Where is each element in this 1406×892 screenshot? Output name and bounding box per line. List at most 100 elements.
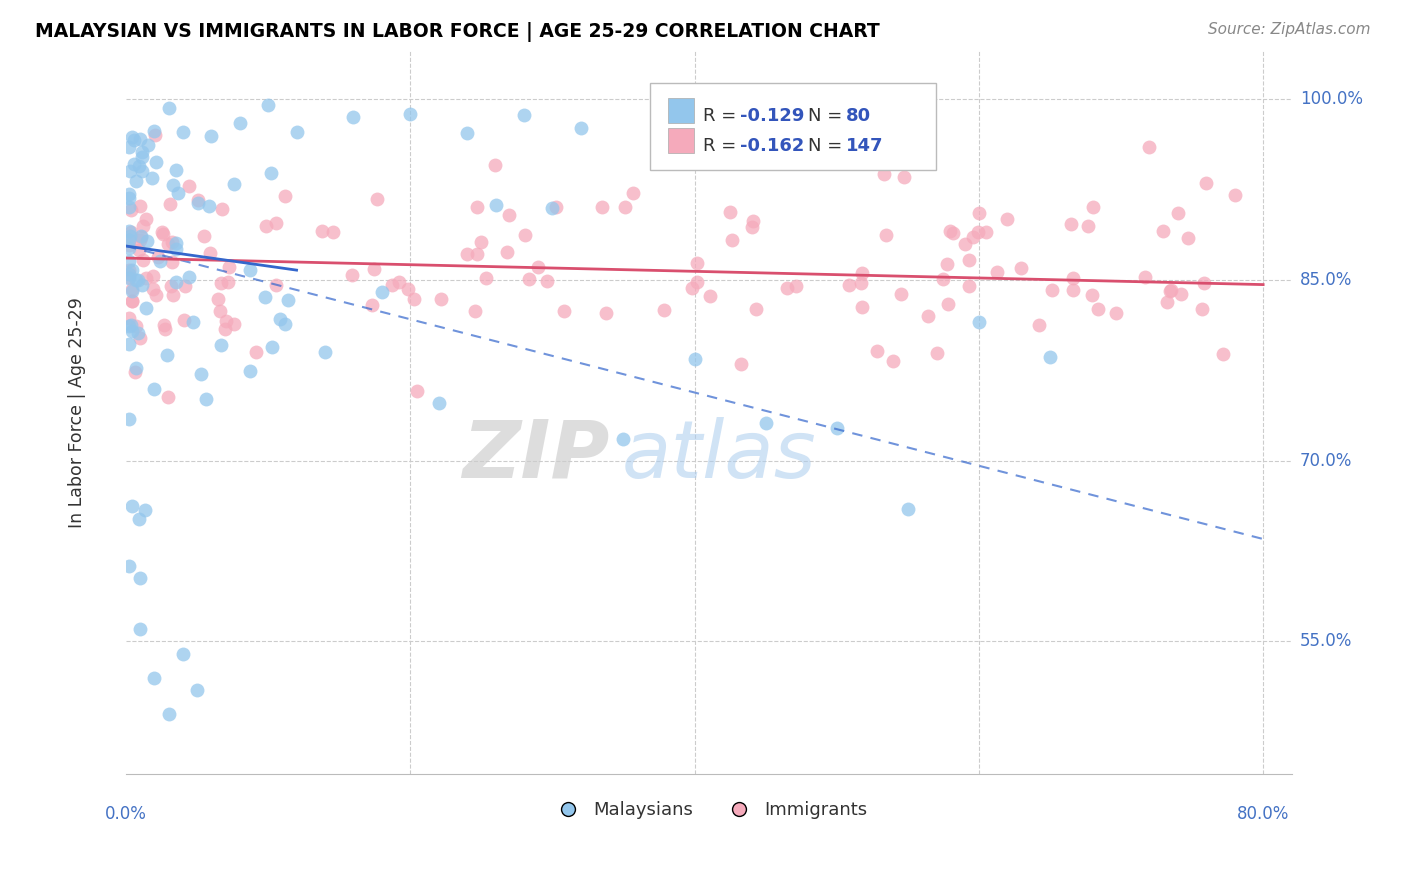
- Point: [527, 260, 550, 275]
- Point: [1167, 206, 1189, 220]
- Point: [399, 106, 422, 120]
- Point: [214, 322, 236, 336]
- Point: [266, 216, 288, 230]
- Point: [553, 304, 575, 318]
- Point: [890, 286, 912, 301]
- Text: 85.0%: 85.0%: [1301, 271, 1353, 289]
- Point: [591, 200, 613, 214]
- Point: [277, 293, 299, 307]
- Point: [484, 159, 506, 173]
- Point: [498, 208, 520, 222]
- Point: [314, 345, 336, 359]
- Point: [127, 273, 149, 287]
- Point: [1081, 201, 1104, 215]
- Point: [256, 219, 278, 234]
- Point: [134, 502, 156, 516]
- Point: [187, 193, 209, 207]
- Point: [157, 706, 180, 721]
- Point: [118, 319, 141, 334]
- Point: [143, 128, 166, 142]
- Point: [217, 275, 239, 289]
- Point: [186, 682, 208, 697]
- Point: [125, 174, 148, 188]
- FancyBboxPatch shape: [668, 128, 693, 153]
- Point: [153, 322, 176, 336]
- Point: [193, 229, 215, 244]
- Point: [190, 367, 212, 381]
- Point: [145, 155, 167, 169]
- Point: [1040, 283, 1063, 297]
- Point: [942, 226, 965, 240]
- Point: [131, 277, 153, 292]
- Point: [1195, 177, 1218, 191]
- Point: [165, 163, 187, 178]
- Point: [129, 623, 152, 637]
- Point: [974, 226, 997, 240]
- Text: R =: R =: [703, 107, 742, 125]
- Point: [215, 314, 238, 328]
- Text: N =: N =: [808, 137, 848, 155]
- Point: [612, 432, 634, 446]
- Point: [962, 230, 984, 244]
- Point: [142, 282, 165, 296]
- Text: 100.0%: 100.0%: [1301, 90, 1362, 108]
- Point: [897, 502, 920, 516]
- Point: [536, 274, 558, 288]
- Point: [172, 647, 194, 661]
- Point: [388, 275, 411, 289]
- Point: [121, 293, 143, 308]
- Point: [122, 157, 145, 171]
- Point: [118, 191, 141, 205]
- Point: [187, 196, 209, 211]
- Point: [741, 219, 763, 234]
- Point: [131, 149, 153, 163]
- Point: [546, 200, 568, 214]
- Point: [652, 303, 675, 318]
- Point: [209, 338, 232, 352]
- Point: [122, 133, 145, 147]
- Point: [1028, 318, 1050, 333]
- Point: [145, 287, 167, 301]
- Text: R =: R =: [703, 137, 742, 155]
- Point: [683, 352, 706, 367]
- Point: [138, 137, 160, 152]
- Point: [496, 244, 519, 259]
- Point: [1039, 351, 1062, 365]
- Point: [936, 297, 959, 311]
- Point: [124, 273, 146, 287]
- Point: [118, 337, 141, 351]
- Point: [162, 288, 184, 302]
- Point: [173, 312, 195, 326]
- Point: [165, 275, 187, 289]
- Point: [957, 279, 980, 293]
- Point: [228, 116, 250, 130]
- Point: [986, 265, 1008, 279]
- Point: [1077, 219, 1099, 233]
- Point: [1170, 287, 1192, 301]
- Point: [464, 303, 486, 318]
- Point: [128, 244, 150, 258]
- Point: [1212, 346, 1234, 360]
- Point: [966, 225, 988, 239]
- Point: [311, 224, 333, 238]
- Point: [953, 236, 976, 251]
- Point: [120, 202, 142, 217]
- Point: [340, 268, 363, 282]
- Point: [515, 228, 537, 243]
- Text: atlas: atlas: [621, 417, 815, 495]
- Point: [260, 166, 283, 180]
- Point: [741, 214, 763, 228]
- Point: [179, 179, 201, 194]
- Point: [118, 271, 141, 285]
- Point: [125, 318, 148, 333]
- Point: [165, 242, 187, 256]
- Point: [141, 170, 163, 185]
- Point: [128, 570, 150, 584]
- Point: [342, 110, 364, 124]
- Point: [118, 311, 141, 326]
- Point: [143, 124, 166, 138]
- Point: [224, 317, 246, 331]
- Text: 70.0%: 70.0%: [1301, 451, 1353, 469]
- Point: [613, 200, 636, 214]
- Point: [128, 331, 150, 345]
